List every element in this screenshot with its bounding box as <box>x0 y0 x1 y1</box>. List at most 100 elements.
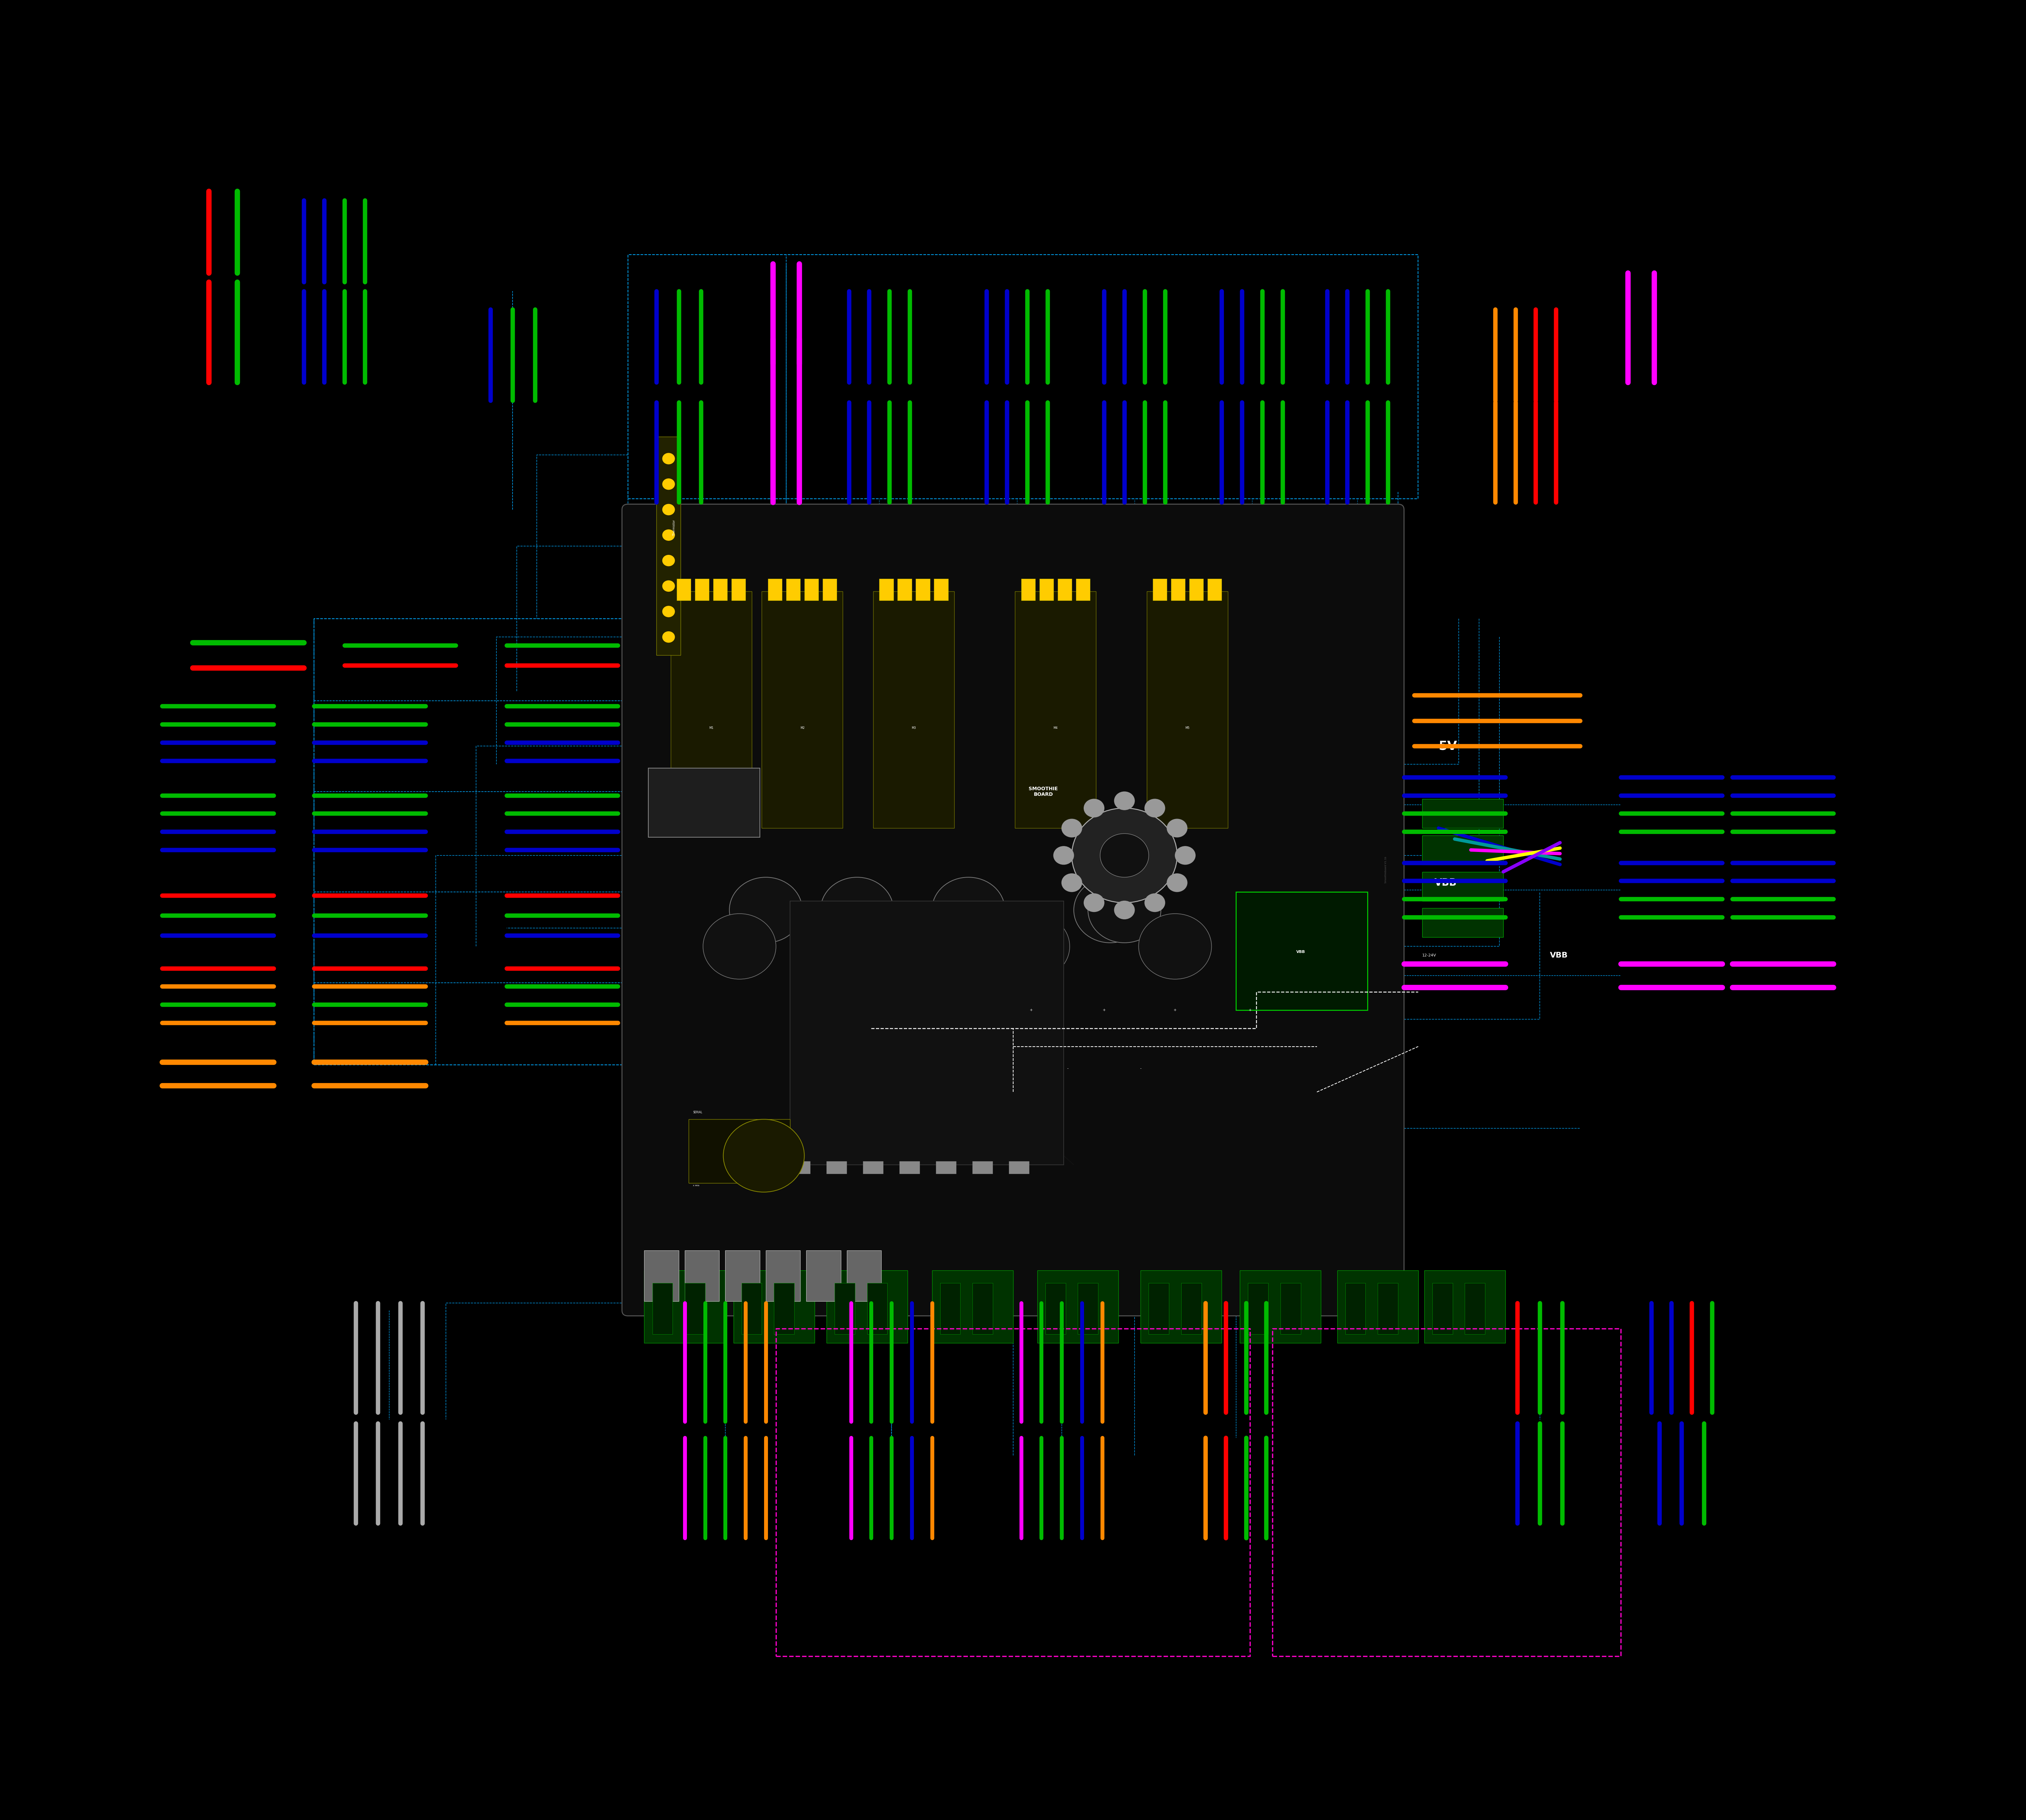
Bar <box>733 1270 814 1343</box>
Bar <box>867 1283 887 1334</box>
Bar <box>644 1270 725 1343</box>
Bar <box>786 579 800 601</box>
Bar <box>863 1161 883 1174</box>
Bar <box>685 1250 719 1301</box>
Text: M1: M1 <box>709 726 713 730</box>
Text: +: + <box>1102 1008 1106 1012</box>
Bar <box>972 1283 993 1334</box>
Bar <box>1422 799 1503 828</box>
Bar <box>806 1250 841 1301</box>
Bar <box>873 592 954 828</box>
Bar <box>1432 1283 1453 1334</box>
Bar <box>725 1250 760 1301</box>
Circle shape <box>1139 914 1212 979</box>
Bar <box>900 1161 920 1174</box>
Text: M3: M3 <box>912 726 916 730</box>
Bar <box>932 1270 1013 1343</box>
Bar <box>940 1283 960 1334</box>
Text: VBB: VBB <box>1434 877 1457 888</box>
Circle shape <box>855 914 928 979</box>
Bar <box>1153 579 1167 601</box>
Bar <box>1058 579 1072 601</box>
Circle shape <box>1100 834 1149 877</box>
Circle shape <box>723 1119 804 1192</box>
Bar <box>972 1161 993 1174</box>
Text: SERIAL: SERIAL <box>693 1110 703 1114</box>
Text: +: + <box>1029 1008 1033 1012</box>
Bar <box>1078 1283 1098 1334</box>
Circle shape <box>1088 877 1161 943</box>
Bar <box>1280 1283 1301 1334</box>
FancyBboxPatch shape <box>622 504 1404 1316</box>
Circle shape <box>1074 877 1147 943</box>
Circle shape <box>1084 894 1104 912</box>
Bar <box>790 1161 810 1174</box>
Circle shape <box>663 504 675 515</box>
Bar <box>1039 579 1054 601</box>
Bar <box>1045 1283 1066 1334</box>
Bar <box>689 1119 790 1183</box>
Bar <box>648 768 760 837</box>
Bar <box>879 579 893 601</box>
Circle shape <box>703 914 776 979</box>
Bar <box>1141 1270 1222 1343</box>
Text: +: + <box>1248 1008 1252 1012</box>
Bar <box>1236 892 1368 1010</box>
Circle shape <box>663 530 675 541</box>
Circle shape <box>821 877 893 943</box>
Text: Thermistor: Thermistor <box>673 521 677 535</box>
Bar <box>1189 579 1203 601</box>
Bar <box>1149 1283 1169 1334</box>
Text: M5: M5 <box>1185 726 1189 730</box>
Circle shape <box>997 914 1070 979</box>
Text: 12-24V: 12-24V <box>1422 954 1436 957</box>
Circle shape <box>1167 874 1187 892</box>
Bar <box>916 579 930 601</box>
Circle shape <box>1145 894 1165 912</box>
Bar <box>1424 1270 1505 1343</box>
Bar <box>1422 908 1503 937</box>
Circle shape <box>663 606 675 617</box>
Text: M2: M2 <box>800 726 804 730</box>
Circle shape <box>1084 799 1104 817</box>
Bar <box>1345 1283 1366 1334</box>
Circle shape <box>1114 901 1135 919</box>
Circle shape <box>663 453 675 464</box>
Bar <box>1009 1161 1029 1174</box>
Bar <box>768 579 782 601</box>
Bar <box>1015 592 1096 828</box>
Bar <box>742 1283 762 1334</box>
Bar <box>1037 1270 1118 1343</box>
Bar <box>731 579 746 601</box>
Circle shape <box>1072 808 1177 903</box>
Bar <box>827 1270 908 1343</box>
Text: VBB: VBB <box>1297 950 1305 954</box>
Text: VBB: VBB <box>1550 952 1568 959</box>
Text: +: + <box>1173 1008 1177 1012</box>
Bar <box>774 1283 794 1334</box>
Circle shape <box>663 632 675 642</box>
Bar <box>1171 579 1185 601</box>
Circle shape <box>1054 846 1074 865</box>
Circle shape <box>1062 874 1082 892</box>
Text: 5V: 5V <box>1438 741 1457 752</box>
Bar <box>1422 835 1503 865</box>
Bar <box>1076 579 1090 601</box>
Circle shape <box>1062 819 1082 837</box>
Bar <box>644 1250 679 1301</box>
Circle shape <box>1175 846 1195 865</box>
Bar <box>1181 1283 1201 1334</box>
Circle shape <box>663 479 675 490</box>
Circle shape <box>663 555 675 566</box>
Text: M4: M4 <box>1054 726 1058 730</box>
Bar <box>804 579 819 601</box>
Bar <box>1147 592 1228 828</box>
Bar <box>695 579 709 601</box>
Bar <box>1248 1283 1268 1334</box>
Bar <box>898 579 912 601</box>
Bar <box>656 437 681 655</box>
Bar <box>1021 579 1035 601</box>
Bar <box>685 1283 705 1334</box>
Bar <box>766 1250 800 1301</box>
Bar <box>827 1161 847 1174</box>
